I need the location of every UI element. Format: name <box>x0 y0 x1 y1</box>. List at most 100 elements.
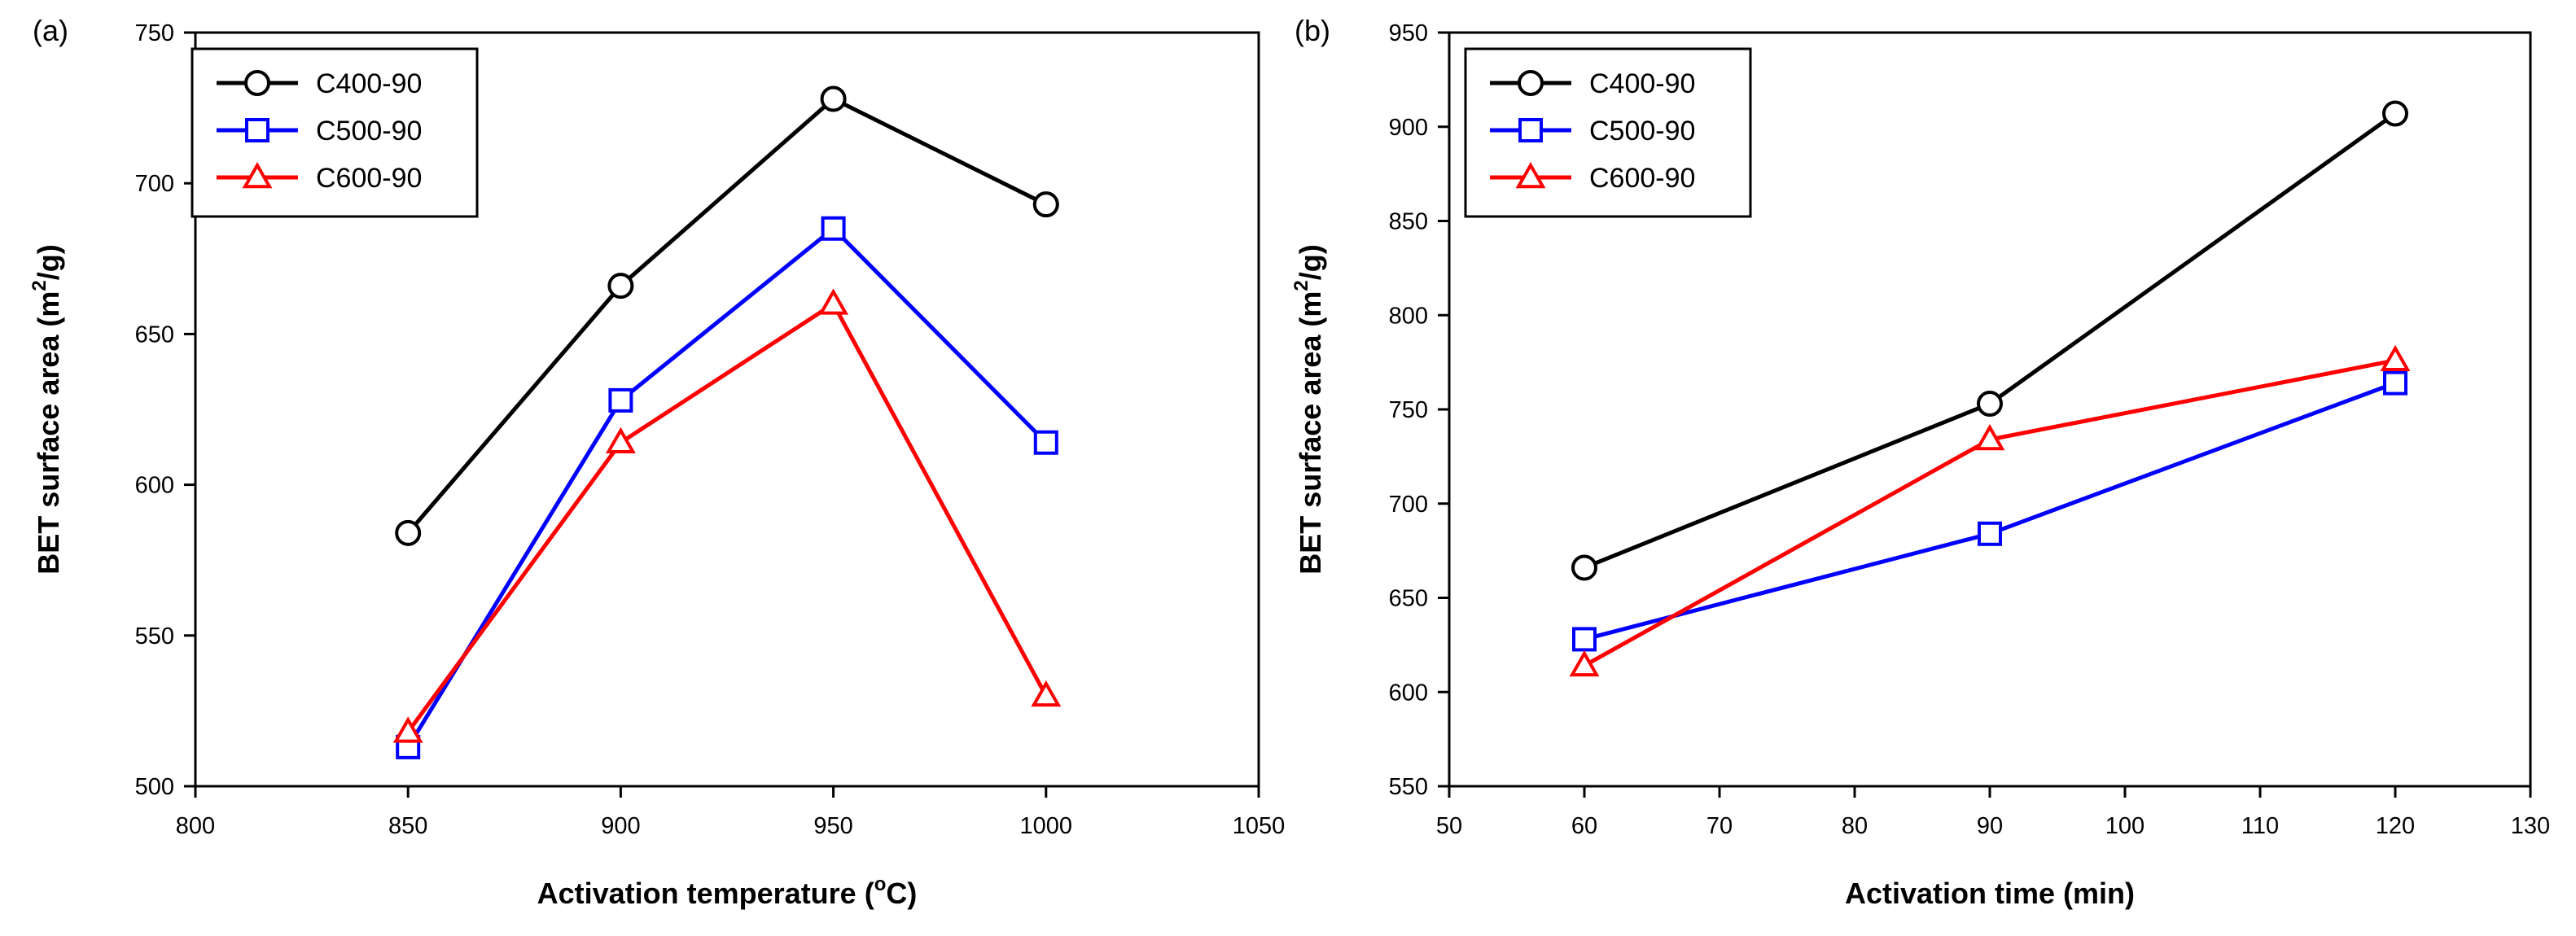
y-tick-label: 750 <box>135 20 174 46</box>
x-tick-label: 950 <box>813 813 852 839</box>
legend-box <box>1464 47 1752 218</box>
series-C400-90 <box>1571 100 2408 581</box>
data-point <box>1033 430 1058 455</box>
y-tick-label: 800 <box>1389 303 1428 329</box>
x-tick-label: 110 <box>2241 813 2279 839</box>
legend-marker <box>242 161 273 189</box>
legend-label: C400-90 <box>316 68 422 99</box>
series-C500-90 <box>1572 370 2407 652</box>
y-axis-title-main: BET surface area (m <box>32 291 65 575</box>
data-point <box>2382 100 2408 127</box>
y-axis-title-main: BET surface area (m <box>1294 291 1327 575</box>
legend-box <box>191 47 479 218</box>
x-axis-title-main: Activation temperature ( <box>537 877 874 910</box>
series-C500-90 <box>396 216 1058 759</box>
x-axis-title-main: Activation time (min) <box>1845 877 2135 910</box>
legend-marker <box>245 118 269 142</box>
plot-frame <box>194 31 1260 788</box>
x-tick-label: 60 <box>1571 813 1597 839</box>
y-tick-label: 600 <box>1389 680 1428 706</box>
y-tick-label: 550 <box>1389 774 1428 800</box>
data-point <box>1974 424 2005 451</box>
panel-label: (b) <box>1295 14 1330 47</box>
series-C600-90 <box>1569 344 2411 677</box>
y-axis-title-tail: /g) <box>32 244 65 280</box>
legend-entry: C600-90 <box>217 161 422 194</box>
data-point <box>1569 650 1600 677</box>
x-tick-label: 120 <box>2376 813 2415 839</box>
legend-entry: C500-90 <box>1490 116 1695 147</box>
data-point <box>395 519 422 546</box>
data-point <box>818 288 849 315</box>
panel-label: (a) <box>33 14 68 47</box>
legend-entry: C600-90 <box>1490 161 1695 194</box>
y-tick-label: 650 <box>1389 586 1428 612</box>
series-C400-90 <box>395 85 1059 546</box>
x-tick-label: 850 <box>388 813 427 839</box>
x-axis-title-sup: o <box>874 873 887 895</box>
series-line <box>406 300 1048 733</box>
data-point <box>820 85 847 112</box>
y-axis-title: BET surface area (m2/g) <box>28 244 65 575</box>
data-point <box>605 426 636 453</box>
data-point <box>1572 627 1597 652</box>
x-tick-label: 800 <box>176 813 215 839</box>
data-point <box>608 387 633 413</box>
chart-panel-b: 50 60 70 80 90 100 110 120 130 550 600 650 700 750 800… <box>1290 14 2550 910</box>
data-point <box>1032 191 1059 218</box>
legend-label: C600-90 <box>316 163 422 194</box>
x-tick-label: 50 <box>1436 813 1462 839</box>
y-tick-label: 750 <box>1389 397 1428 423</box>
y-tick-label: 700 <box>1389 492 1428 518</box>
x-axis-title-tail: C) <box>886 877 917 910</box>
legend: C400-90 C500-90 C600-90 <box>1464 47 1752 218</box>
data-point <box>1031 680 1062 707</box>
x-tick-label: 100 <box>2105 813 2144 839</box>
legend-marker <box>1515 161 1546 189</box>
y-tick-label: 900 <box>1389 115 1428 141</box>
x-tick-label: 90 <box>1977 813 2003 839</box>
data-point <box>392 716 423 743</box>
legend-entry: C400-90 <box>1490 68 1695 99</box>
y-axis-title: BET surface area (m2/g) <box>1290 244 1327 575</box>
y-tick-label: 700 <box>135 171 174 197</box>
data-point <box>607 273 634 300</box>
x-axis-title: Activation time (min) <box>1845 877 2135 910</box>
x-tick-label: 70 <box>1706 813 1733 839</box>
legend-entry: C500-90 <box>217 116 422 147</box>
y-tick-label: 550 <box>135 623 174 650</box>
series-C600-90 <box>392 288 1062 743</box>
legend-marker <box>1518 118 1543 142</box>
y-axis-title-tail: /g) <box>1294 244 1327 280</box>
legend-marker <box>1518 70 1544 96</box>
y-axis-title-sup: 2 <box>1290 280 1312 291</box>
data-point <box>1978 521 2002 546</box>
y-tick-label: 600 <box>135 473 174 499</box>
legend-label: C500-90 <box>1589 116 1695 147</box>
legend-label: C600-90 <box>1589 163 1695 194</box>
series-line <box>1584 381 2396 641</box>
data-point <box>2380 344 2411 372</box>
legend-label: C400-90 <box>1589 68 1695 99</box>
x-axis-title: Activation temperature (oC) <box>537 873 918 910</box>
legend-label: C500-90 <box>316 116 422 147</box>
chart-panel-a: 800 850 900 950 1000 1050 500 550 600 650 700 750 (a… <box>28 14 1285 910</box>
legend-marker <box>244 70 270 96</box>
y-tick-label: 650 <box>135 321 174 348</box>
x-tick-label: 900 <box>601 813 640 839</box>
data-point <box>1977 391 2003 418</box>
y-axis-title-sup: 2 <box>28 280 50 291</box>
legend-entry: C400-90 <box>217 68 422 99</box>
data-point <box>821 216 846 241</box>
y-tick-label: 850 <box>1389 209 1428 235</box>
legend: C400-90 C500-90 C600-90 <box>191 47 479 218</box>
series-line <box>406 96 1047 535</box>
y-tick-label: 950 <box>1389 20 1428 46</box>
series-line <box>406 225 1048 749</box>
x-tick-label: 1000 <box>1020 813 1073 839</box>
y-tick-label: 500 <box>135 774 174 800</box>
x-tick-label: 80 <box>1842 813 1868 839</box>
data-point <box>2383 370 2407 396</box>
data-point <box>1571 554 1597 581</box>
